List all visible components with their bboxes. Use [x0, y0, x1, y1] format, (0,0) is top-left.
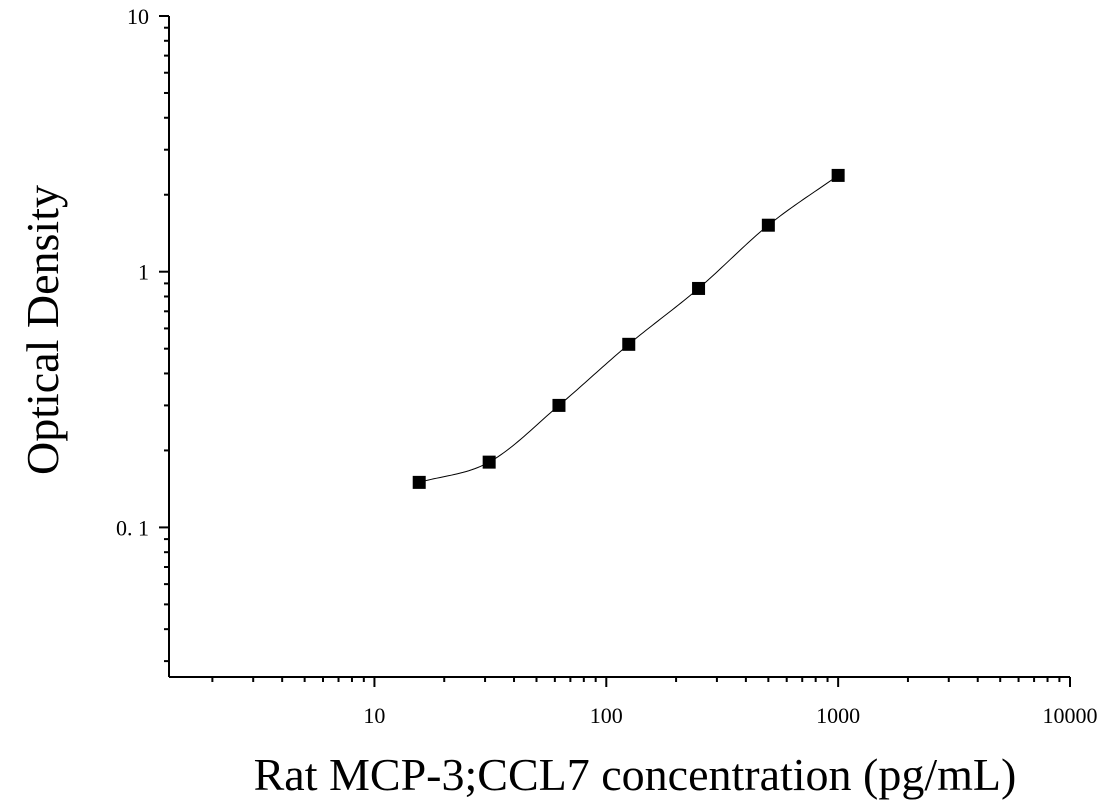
data-point [412, 475, 426, 489]
x-axis-tick-labels: 10 100 1000 10000 [363, 703, 1097, 728]
data-point [831, 168, 845, 182]
data-points [412, 168, 845, 489]
data-point [482, 455, 496, 469]
y-tick-label: 1 [138, 260, 149, 285]
data-point [761, 218, 775, 232]
fit-curve [419, 175, 839, 483]
y-axis-ticks [159, 15, 169, 663]
y-tick-label: 0. 1 [116, 515, 149, 540]
x-tick-label: 1000 [816, 703, 860, 728]
data-point [552, 398, 566, 412]
x-axis-title: Rat MCP-3;CCL7 concentration (pg/mL) [254, 749, 1017, 800]
plot-axes [168, 16, 1070, 678]
y-axis-tick-labels: 0. 1 1 10 [116, 4, 149, 540]
x-tick-label: 10 [363, 703, 385, 728]
data-point [622, 337, 636, 351]
y-tick-label: 10 [127, 4, 149, 29]
x-axis-ticks [211, 677, 1071, 687]
y-axis-title: Optical Density [17, 185, 68, 475]
x-tick-label: 10000 [1043, 703, 1098, 728]
data-point [692, 281, 706, 295]
x-tick-label: 100 [590, 703, 623, 728]
